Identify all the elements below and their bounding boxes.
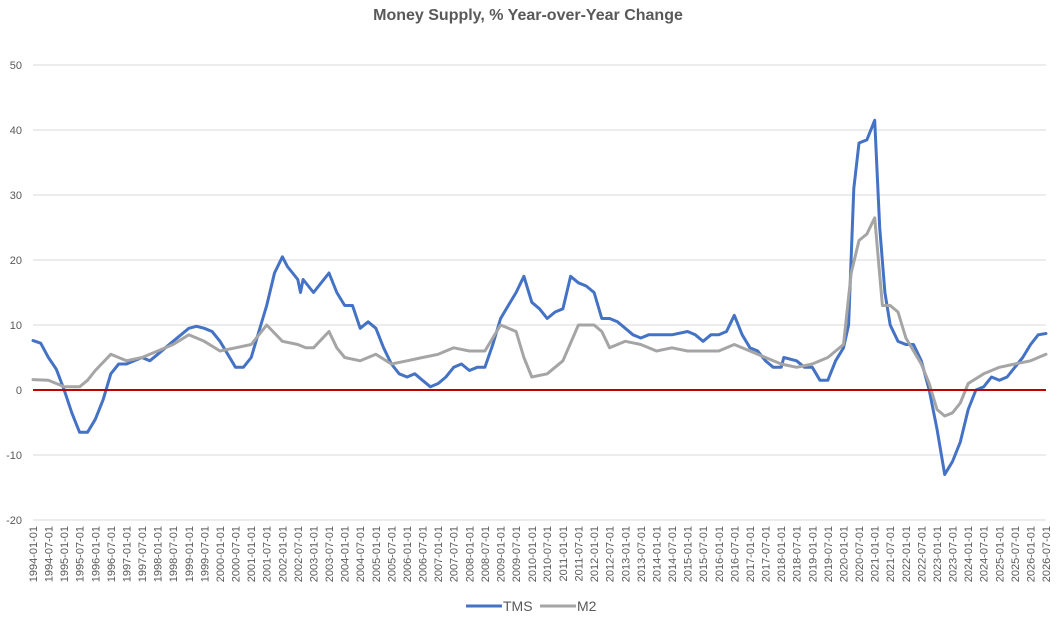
x-tick-label: 2022-07-01 — [916, 526, 928, 582]
x-tick-label: 2018-07-01 — [792, 526, 804, 582]
x-tick-label: 2000-01-01 — [215, 526, 227, 582]
x-tick-label: 2013-07-01 — [636, 526, 648, 582]
x-tick-label: 2021-01-01 — [870, 526, 882, 582]
legend-label-tms: TMS — [503, 598, 533, 614]
series-line-tms — [31, 118, 1048, 476]
x-tick-label: 2006-07-01 — [418, 526, 430, 582]
x-tick-label: 2008-01-01 — [464, 526, 476, 582]
y-tick-label: 40 — [10, 125, 22, 137]
x-tick-label: 2011-07-01 — [573, 526, 585, 581]
x-tick-label: 2025-01-01 — [994, 526, 1006, 582]
x-tick-label: 1994-01-01 — [28, 526, 40, 582]
x-tick-label: 2001-07-01 — [262, 526, 274, 582]
x-tick-label: 1995-07-01 — [75, 526, 87, 582]
x-tick-label: 2024-01-01 — [963, 526, 975, 582]
y-tick-label: -10 — [6, 450, 22, 462]
x-tick-label: 2023-07-01 — [947, 526, 959, 582]
x-tick-label: 2013-01-01 — [620, 526, 632, 582]
x-tick-label: 1996-07-01 — [106, 526, 118, 582]
x-tick-label: 1994-07-01 — [43, 526, 55, 582]
x-tick-label: 2018-01-01 — [776, 526, 788, 582]
y-tick-label: 0 — [16, 385, 22, 397]
x-tick-label: 2004-07-01 — [355, 526, 367, 582]
x-tick-label: 2004-01-01 — [340, 526, 352, 582]
x-tick-label: 1997-01-01 — [122, 526, 134, 582]
y-tick-label: 20 — [10, 255, 22, 267]
y-tick-label: -20 — [6, 515, 22, 527]
x-tick-label: 2016-07-01 — [729, 526, 741, 582]
x-tick-label: 2005-01-01 — [371, 526, 383, 582]
x-tick-label: 2003-01-01 — [309, 526, 321, 582]
x-tick-label: 2010-01-01 — [527, 526, 539, 582]
x-tick-label: 1999-07-01 — [199, 526, 211, 582]
x-tick-label: 2014-01-01 — [651, 526, 663, 582]
x-tick-label: 2020-01-01 — [838, 526, 850, 582]
x-tick-label: 2009-07-01 — [511, 526, 523, 582]
x-tick-label: 2026-07-01 — [1041, 526, 1053, 582]
x-tick-label: 2016-01-01 — [714, 526, 726, 582]
x-tick-label: 2006-01-01 — [402, 526, 414, 582]
x-tick-label: 2015-07-01 — [698, 526, 710, 582]
x-tick-label: 2026-01-01 — [1026, 526, 1038, 582]
x-tick-label: 2008-07-01 — [480, 526, 492, 582]
x-tick-label: 2025-07-01 — [1010, 526, 1022, 582]
x-tick-label: 2014-07-01 — [667, 526, 679, 582]
x-tick-label: 2001-01-01 — [246, 526, 258, 582]
x-tick-label: 2021-07-01 — [885, 526, 897, 582]
legend: TMS M2 — [466, 598, 597, 614]
x-tick-label: 2012-01-01 — [589, 526, 601, 582]
x-tick-label: 2024-07-01 — [979, 526, 991, 582]
x-tick-label: 2017-01-01 — [745, 526, 757, 582]
x-tick-label: 2019-01-01 — [807, 526, 819, 582]
x-tick-label: 1998-07-01 — [168, 526, 180, 582]
x-tick-label: 2017-07-01 — [760, 526, 772, 582]
x-tick-label: 2002-07-01 — [293, 526, 305, 582]
x-tick-label: 1997-07-01 — [137, 526, 149, 582]
x-tick-label: 2022-01-01 — [901, 526, 913, 582]
chart-title: Money Supply, % Year-over-Year Change — [373, 7, 683, 24]
x-tick-label: 2015-01-01 — [683, 526, 695, 582]
x-tick-label: 2011-01-01 — [558, 526, 570, 581]
series-lines — [31, 118, 1048, 476]
x-tick-label: 1996-01-01 — [90, 526, 102, 582]
gridlines — [33, 64, 1046, 521]
x-tick-label: 1999-01-01 — [184, 526, 196, 582]
y-tick-label: 50 — [10, 60, 22, 72]
x-tick-label: 2019-07-01 — [823, 526, 835, 582]
y-tick-label: 10 — [10, 320, 22, 332]
y-tick-label: 30 — [10, 190, 22, 202]
y-axis-tick-labels: -20 -10 0 10 20 30 40 50 — [6, 60, 22, 527]
x-tick-label: 2012-07-01 — [605, 526, 617, 582]
x-tick-label: 2000-07-01 — [231, 526, 243, 582]
x-tick-label: 2007-07-01 — [449, 526, 461, 582]
x-tick-label: 2003-07-01 — [324, 526, 336, 582]
x-tick-label: 2020-07-01 — [854, 526, 866, 582]
series-line-m2 — [31, 216, 1048, 418]
x-tick-label: 2005-07-01 — [386, 526, 398, 582]
legend-label-m2: M2 — [577, 598, 597, 614]
x-axis-tick-labels: 1994-01-01 1994-07-01 1995-01-01 1995-07-01… — [28, 526, 1053, 582]
x-tick-label: 1998-01-01 — [153, 526, 165, 582]
x-tick-label: 2002-01-01 — [277, 526, 289, 582]
x-tick-label: 1995-01-01 — [59, 526, 71, 582]
x-tick-label: 2007-01-01 — [433, 526, 445, 582]
x-tick-label: 2010-07-01 — [542, 526, 554, 582]
x-tick-label: 2023-01-01 — [932, 526, 944, 582]
x-tick-label: 2009-01-01 — [496, 526, 508, 582]
